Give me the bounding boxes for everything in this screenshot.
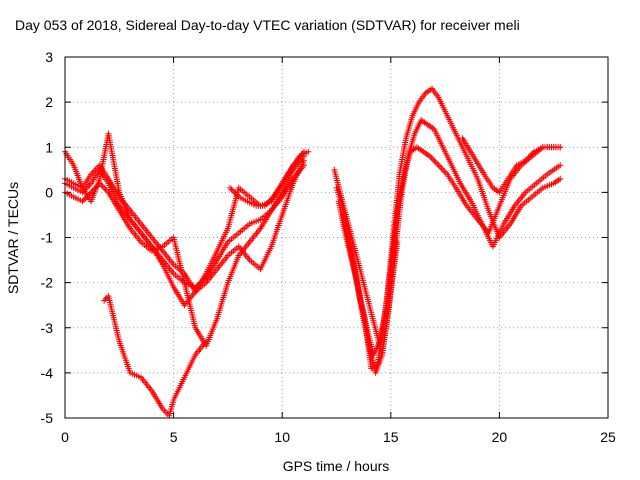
data-point-plus [557, 144, 564, 151]
x-tick-label: 5 [170, 429, 178, 445]
data-point-plus [442, 169, 449, 176]
y-tick-label: -1 [41, 230, 54, 246]
y-tick-label: 0 [45, 184, 53, 200]
data-point-plus [557, 175, 564, 182]
data-point-plus [432, 159, 439, 166]
y-tick-label: 2 [45, 94, 53, 110]
data-point-plus [99, 183, 106, 190]
y-tick-label: -2 [41, 275, 54, 291]
x-tick-label: 20 [492, 429, 508, 445]
y-tick-label: -5 [41, 410, 54, 426]
x-axis-label: GPS time / hours [283, 458, 390, 474]
data-point-plus [101, 184, 108, 191]
data-point-plus [431, 157, 438, 164]
y-tick-label: 1 [45, 139, 53, 155]
x-tick-label: 0 [61, 429, 69, 445]
data-point-plus [234, 192, 241, 199]
data-point-plus [435, 162, 442, 169]
y-tick-label: -3 [41, 320, 54, 336]
data-point-plus [557, 162, 564, 169]
data-point-plus [437, 163, 444, 170]
y-tick-label: -4 [41, 365, 54, 381]
x-tick-label: 15 [383, 429, 399, 445]
data-point-plus [228, 186, 235, 193]
plot-frame [64, 56, 609, 419]
data-point-plus [203, 338, 210, 345]
data-point-plus [428, 154, 435, 161]
data-point-plus [394, 239, 401, 246]
data-point-plus [438, 165, 445, 172]
data-point-plus [429, 156, 436, 163]
data-point-plus [434, 160, 441, 167]
data-point-plus [227, 184, 234, 191]
data-point-plus [439, 166, 446, 173]
data-point-plus [305, 148, 312, 155]
y-tick-label: 3 [45, 49, 53, 65]
data-point-plus [102, 296, 109, 303]
data-point-plus [229, 187, 236, 194]
y-axis-label: SDTVAR / TECUs [5, 182, 21, 294]
data-points [62, 85, 564, 419]
x-tick-label: 25 [600, 429, 616, 445]
x-tick-label: 10 [274, 429, 290, 445]
chart-title: Day 053 of 2018, Sidereal Day-to-day VTE… [15, 17, 520, 33]
data-point-plus [441, 168, 448, 175]
grid [65, 57, 608, 418]
tick-labels: 0 5 10 15 20 25 -5 -4 -3 -2 -1 0 1 2 3 [41, 49, 616, 445]
